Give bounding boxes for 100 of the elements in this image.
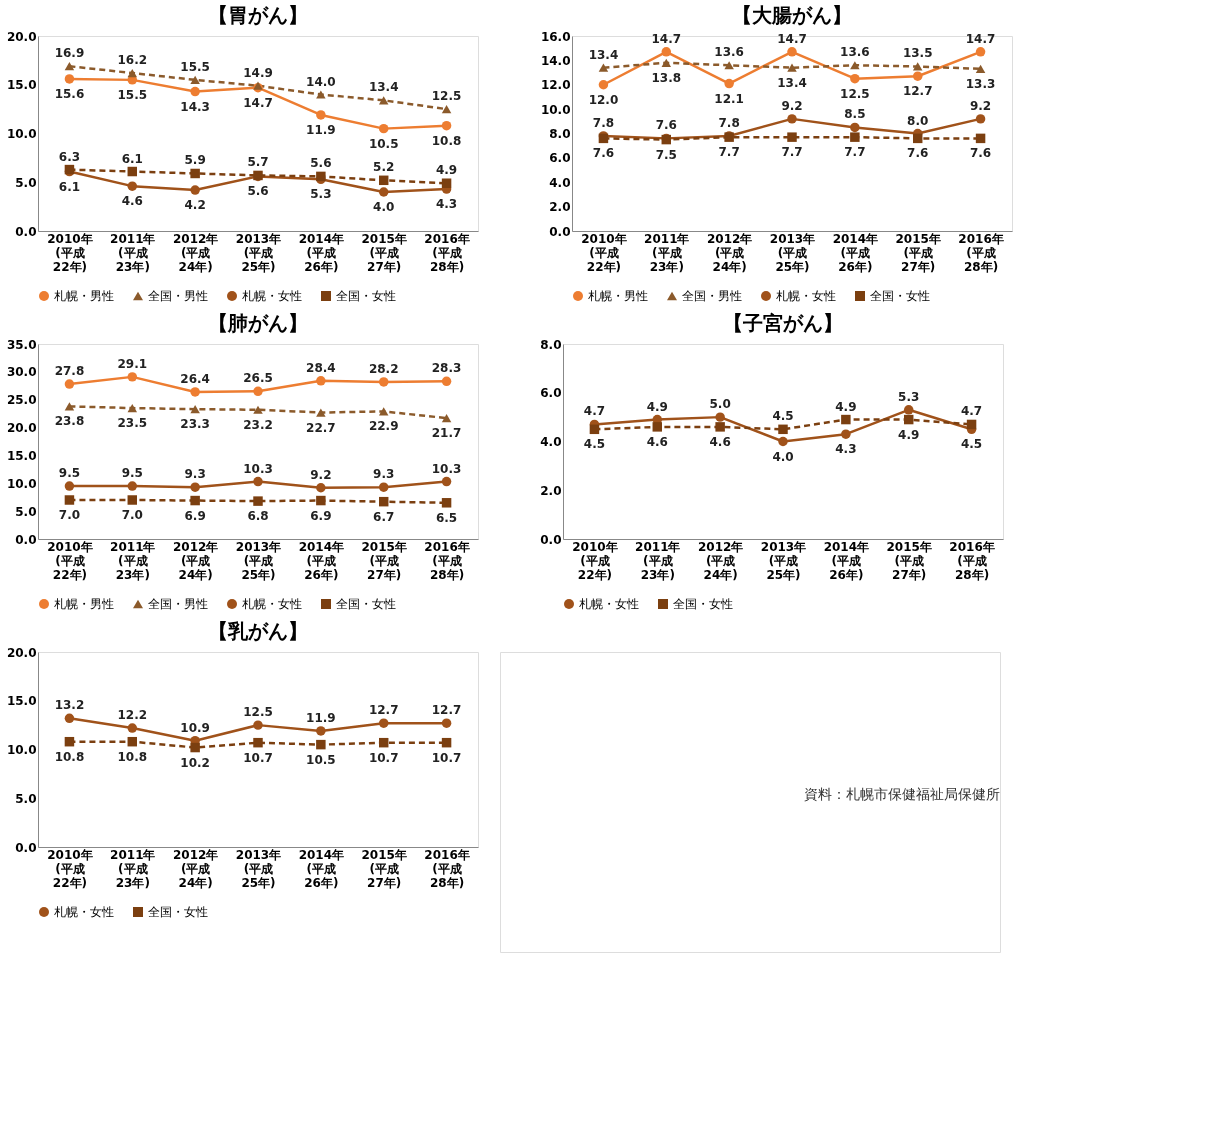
point: [378, 187, 389, 197]
data-label: 7.8: [718, 115, 740, 130]
data-label: 15.5: [180, 59, 210, 74]
x-tick-label: 2010年 (平成 22年): [47, 847, 93, 890]
data-label: 4.7: [583, 404, 606, 419]
y-tick-label: 10.0: [6, 476, 37, 491]
data-label: 7.6: [655, 118, 677, 133]
data-label: 9.2: [781, 98, 803, 113]
data-label: 4.5: [772, 409, 794, 424]
chart-title: 【子宮がん】: [723, 311, 843, 335]
point: [378, 718, 389, 728]
y-tick-label: 30.0: [6, 365, 37, 380]
point: [127, 166, 138, 177]
data-label: 15.5: [117, 87, 148, 102]
data-label: 29.1: [117, 356, 148, 371]
data-label: 6.1: [121, 151, 143, 166]
point: [661, 58, 672, 67]
legend-label: 全国・女性: [336, 597, 396, 611]
data-label: 6.8: [247, 509, 269, 524]
data-label: 5.6: [247, 184, 269, 199]
x-tick-label: 2012年 (平成 24年): [172, 539, 219, 582]
data-label: 4.0: [373, 200, 395, 214]
point: [253, 496, 263, 506]
data-label: 4.5: [960, 437, 983, 452]
data-label: 7.7: [781, 145, 803, 160]
point: [127, 68, 138, 78]
data-label: 9.3: [373, 467, 395, 482]
x-tick-label: 2013年 (平成 25年): [235, 231, 282, 274]
x-tick-label: 2013年 (平成 25年): [235, 539, 282, 582]
x-tick-label: 2014年 (平成 26年): [298, 539, 345, 582]
data-label: 12.7: [368, 703, 399, 718]
data-label: 7.0: [121, 508, 143, 522]
data-label: 4.6: [121, 194, 143, 209]
point: [190, 86, 200, 97]
data-label: 9.2: [310, 467, 332, 482]
data-label: 13.4: [588, 47, 619, 62]
data-label: 9.2: [969, 98, 992, 113]
point: [64, 402, 75, 411]
data-label: 4.3: [835, 442, 857, 457]
data-label: 7.6: [592, 146, 615, 161]
legend-label: 札幌・女性: [776, 289, 836, 303]
point: [975, 64, 986, 74]
data-label: 12.1: [714, 91, 744, 106]
data-label: 16.9: [54, 46, 85, 61]
data-label: 5.2: [373, 160, 395, 175]
point: [850, 122, 860, 133]
data-label: 11.9: [306, 710, 336, 725]
point: [441, 105, 452, 114]
legend-label: 札幌・女性: [579, 597, 639, 611]
point: [64, 62, 75, 71]
legend-label: 札幌・男性: [54, 289, 114, 303]
data-label: 4.5: [583, 437, 606, 452]
point: [598, 63, 609, 72]
point: [316, 408, 326, 417]
data-label: 4.9: [898, 427, 920, 442]
data-label: 6.5: [435, 510, 458, 525]
point: [715, 422, 725, 432]
y-tick-label: 25.0: [6, 393, 37, 408]
data-label: 22.9: [368, 419, 399, 434]
data-label: 6.9: [184, 508, 206, 523]
point: [190, 482, 200, 492]
y-tick-label: 15.0: [6, 694, 37, 709]
data-label: 27.8: [54, 364, 85, 379]
data-label: 23.5: [117, 416, 148, 431]
point: [724, 78, 734, 89]
point: [778, 436, 788, 447]
point: [378, 482, 389, 492]
point: [841, 429, 851, 439]
data-label: 10.7: [431, 750, 462, 765]
data-label: 9.5: [121, 466, 143, 481]
legend-label: 札幌・男性: [588, 289, 648, 303]
point: [316, 376, 326, 386]
point: [787, 63, 797, 72]
point: [127, 495, 138, 505]
point: [64, 736, 75, 747]
data-label: 12.7: [902, 84, 933, 99]
data-label: 23.3: [180, 417, 210, 432]
y-tick-label: 0.0: [15, 532, 37, 547]
data-label: 5.0: [709, 397, 731, 412]
data-label: 13.2: [54, 698, 85, 713]
point: [378, 407, 389, 416]
x-tick-label: 2014年 (平成 26年): [832, 231, 879, 274]
x-tick-label: 2012年 (平成 24年): [172, 847, 219, 890]
y-tick-label: 14.0: [540, 53, 571, 68]
point: [127, 403, 138, 413]
x-tick-label: 2011年 (平成 23年): [635, 539, 681, 582]
point: [190, 742, 200, 753]
point: [190, 387, 200, 397]
x-tick-label: 2014年 (平成 26年): [823, 539, 870, 582]
data-label: 10.7: [368, 750, 399, 765]
text: 資料：札幌市保健福祉局保健所: [804, 786, 1000, 802]
data-label: 13.3: [965, 76, 996, 91]
point: [190, 75, 200, 84]
point: [589, 424, 600, 435]
y-tick-label: 35.0: [6, 337, 37, 352]
x-tick-label: 2011年 (平成 23年): [110, 231, 156, 274]
point: [903, 414, 914, 425]
point: [441, 498, 452, 508]
chart-title: 【胃がん】: [208, 3, 308, 27]
data-label: 4.7: [960, 404, 983, 419]
